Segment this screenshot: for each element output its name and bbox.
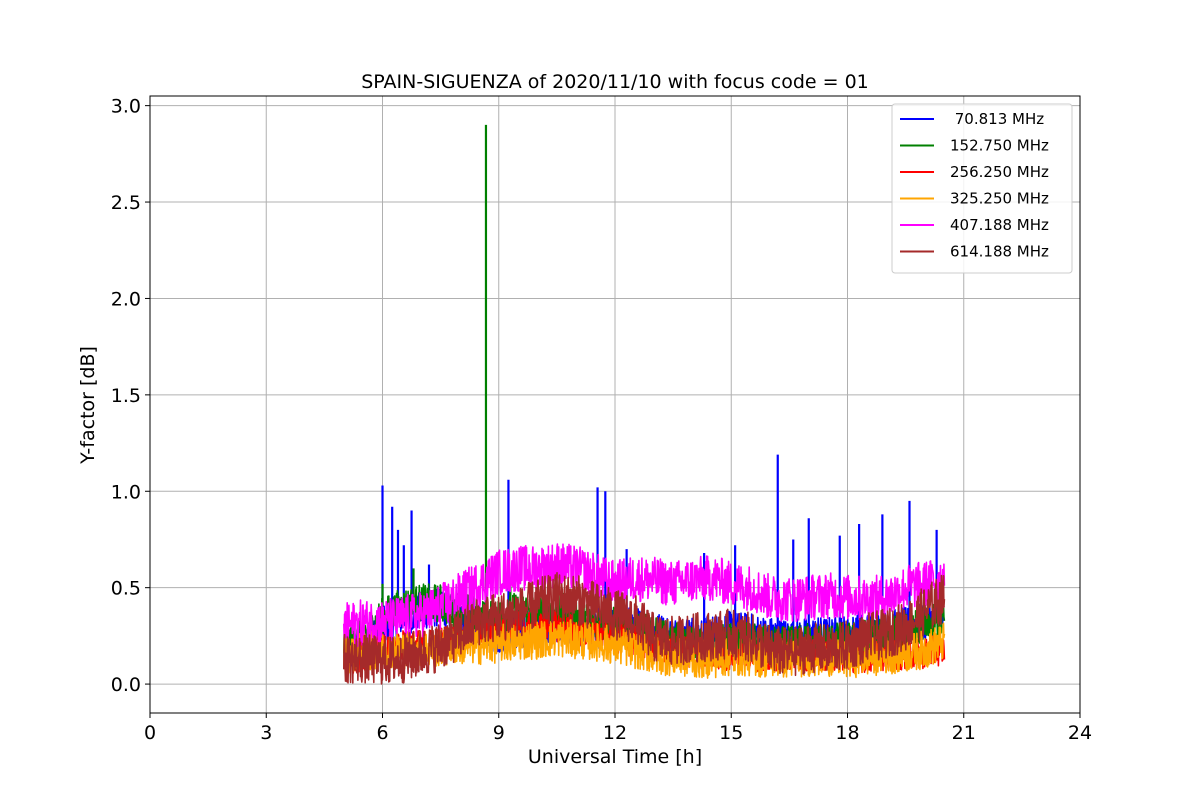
x-tick-label: 0: [144, 722, 156, 744]
y-tick-label: 0.0: [111, 674, 141, 696]
legend-entry-label: 614.188 MHz: [950, 243, 1049, 261]
legend-entry-label: 407.188 MHz: [950, 216, 1049, 234]
series-line: [343, 543, 946, 648]
y-tick-label: 0.5: [111, 578, 141, 600]
legend-entry-label: 70.813 MHz: [950, 110, 1044, 128]
chart-title: SPAIN-SIGUENZA of 2020/11/10 with focus …: [361, 71, 869, 93]
x-tick-label: 24: [1068, 722, 1092, 744]
legend-entry-label: 152.750 MHz: [950, 137, 1049, 155]
y-tick-label: 2.5: [111, 192, 141, 214]
y-axis-label: Y-factor [dB]: [77, 346, 99, 465]
axis-ticks: 0 3 6 9 12 15 18 21 24 0.0 0.5 1.0 1.5 2.0 2.5 3.0: [111, 96, 1092, 744]
y-tick-label: 3.0: [111, 96, 141, 118]
x-tick-label: 21: [952, 722, 976, 744]
x-tick-label: 9: [493, 722, 505, 744]
x-axis-label: Universal Time [h]: [528, 746, 702, 768]
y-tick-label: 2.0: [111, 288, 141, 310]
x-tick-label: 15: [719, 722, 743, 744]
series-line: [343, 572, 946, 685]
plot-series: [343, 124, 946, 685]
y-tick-label: 1.5: [111, 385, 141, 407]
legend-entry-label: 256.250 MHz: [950, 163, 1049, 181]
x-tick-label: 6: [376, 722, 388, 744]
y-tick-label: 1.0: [111, 481, 141, 503]
legend-box: [891, 103, 1073, 274]
x-tick-label: 18: [835, 722, 859, 744]
x-tick-label: 12: [603, 722, 627, 744]
legend-entry-label: 325.250 MHz: [950, 190, 1049, 208]
x-tick-label: 3: [260, 722, 272, 744]
legend: 70.813 MHz 152.750 MHz 256.250 MHz 325.250 …: [891, 103, 1073, 274]
